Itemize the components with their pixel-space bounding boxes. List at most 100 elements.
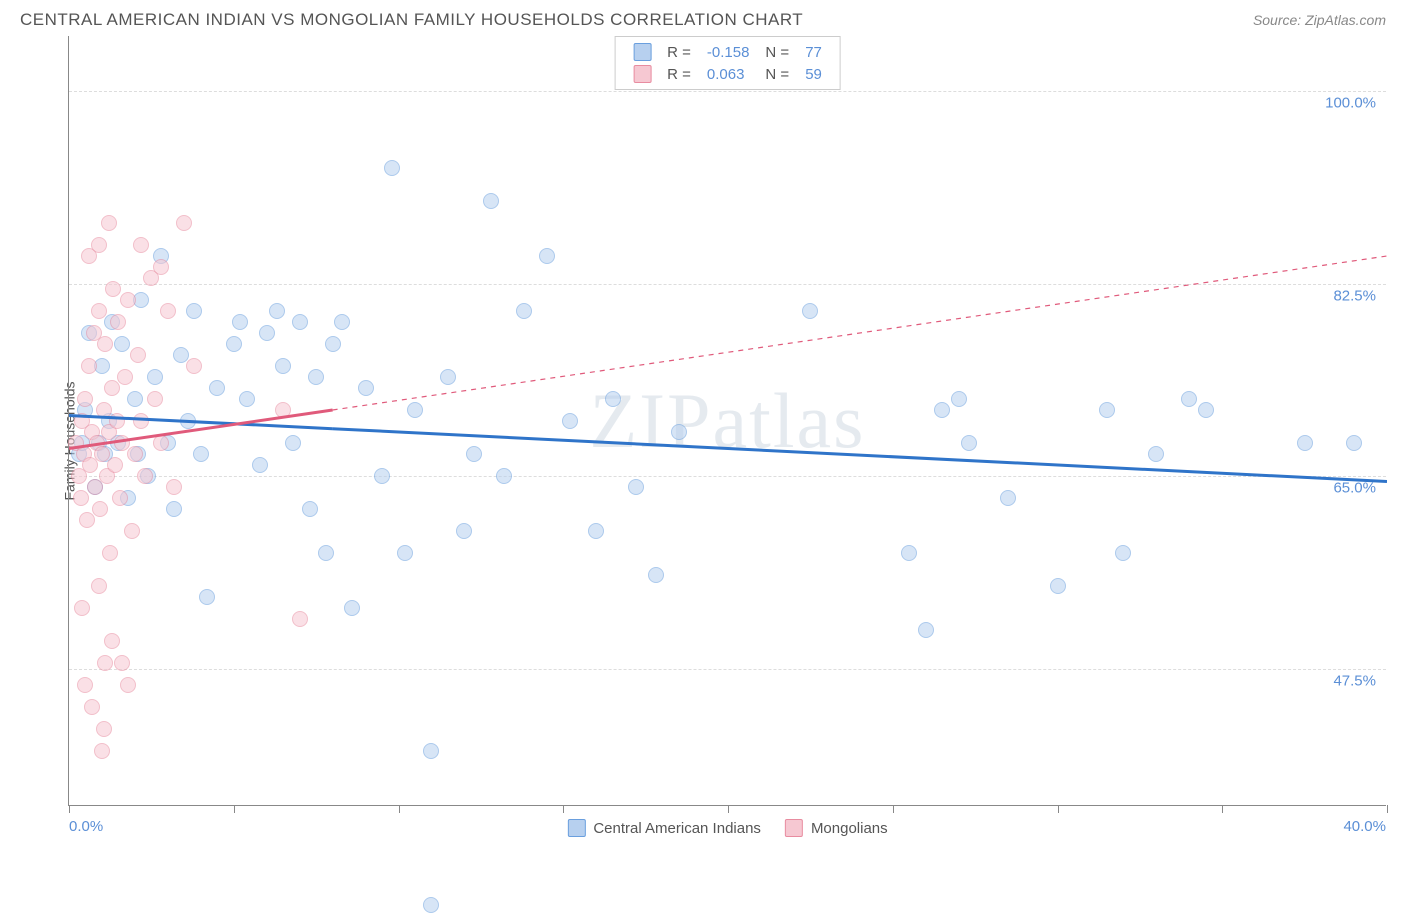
scatter-point-mon — [91, 237, 107, 253]
scatter-point-mon — [120, 292, 136, 308]
scatter-point-mon — [153, 435, 169, 451]
scatter-point-mon — [160, 303, 176, 319]
trend-lines — [69, 36, 1387, 806]
gridline — [69, 476, 1386, 477]
scatter-point-cai — [423, 743, 439, 759]
watermark: ZIPatlas — [590, 376, 866, 466]
scatter-point-cai — [901, 545, 917, 561]
scatter-point-mon — [112, 490, 128, 506]
scatter-point-cai — [226, 336, 242, 352]
chart-title: CENTRAL AMERICAN INDIAN VS MONGOLIAN FAM… — [20, 10, 803, 30]
scatter-point-cai — [285, 435, 301, 451]
gridline — [69, 91, 1386, 92]
scatter-point-cai — [318, 545, 334, 561]
scatter-point-cai — [1181, 391, 1197, 407]
scatter-point-mon — [114, 655, 130, 671]
scatter-point-cai — [1198, 402, 1214, 418]
scatter-point-mon — [92, 501, 108, 517]
scatter-point-mon — [166, 479, 182, 495]
scatter-point-mon — [94, 743, 110, 759]
x-tick — [728, 805, 729, 813]
scatter-point-cai — [628, 479, 644, 495]
scatter-point-cai — [358, 380, 374, 396]
scatter-point-mon — [91, 578, 107, 594]
scatter-point-mon — [77, 391, 93, 407]
scatter-point-cai — [440, 369, 456, 385]
scatter-point-mon — [153, 259, 169, 275]
x-tick — [234, 805, 235, 813]
scatter-point-mon — [109, 413, 125, 429]
correlation-legend: R =-0.158N =77R =0.063N =59 — [614, 36, 841, 90]
x-tick — [893, 805, 894, 813]
scatter-point-cai — [397, 545, 413, 561]
scatter-point-mon — [120, 677, 136, 693]
scatter-point-cai — [199, 589, 215, 605]
scatter-point-cai — [1115, 545, 1131, 561]
scatter-point-cai — [1099, 402, 1115, 418]
scatter-point-mon — [130, 347, 146, 363]
x-tick — [1387, 805, 1388, 813]
scatter-point-cai — [802, 303, 818, 319]
y-tick-label: 47.5% — [1333, 672, 1376, 689]
x-axis-min-label: 0.0% — [69, 818, 103, 835]
scatter-point-cai — [407, 402, 423, 418]
scatter-point-mon — [186, 358, 202, 374]
source-attribution: Source: ZipAtlas.com — [1253, 12, 1386, 28]
series-legend: Central American Indians Mongolians — [567, 819, 887, 837]
plot-region: ZIPatlas R =-0.158N =77R =0.063N =59 Cen… — [68, 36, 1386, 806]
scatter-point-mon — [97, 336, 113, 352]
y-tick-label: 65.0% — [1333, 480, 1376, 497]
scatter-point-mon — [176, 215, 192, 231]
scatter-point-cai — [934, 402, 950, 418]
chart-header: CENTRAL AMERICAN INDIAN VS MONGOLIAN FAM… — [0, 0, 1406, 36]
scatter-point-cai — [951, 391, 967, 407]
scatter-point-mon — [110, 314, 126, 330]
scatter-point-cai — [186, 303, 202, 319]
legend-row-cai: R =-0.158N =77 — [625, 41, 830, 63]
scatter-point-cai — [384, 160, 400, 176]
scatter-point-cai — [1148, 446, 1164, 462]
scatter-point-mon — [79, 512, 95, 528]
scatter-point-mon — [137, 468, 153, 484]
scatter-point-cai — [239, 391, 255, 407]
scatter-point-cai — [147, 369, 163, 385]
scatter-point-cai — [275, 358, 291, 374]
scatter-point-cai — [252, 457, 268, 473]
legend-entry-cai: Central American Indians — [567, 819, 761, 837]
scatter-point-mon — [91, 303, 107, 319]
gridline — [69, 284, 1386, 285]
scatter-point-cai — [496, 468, 512, 484]
scatter-point-cai — [308, 369, 324, 385]
scatter-point-mon — [107, 457, 123, 473]
scatter-point-cai — [259, 325, 275, 341]
legend-entry-mon: Mongolians — [785, 819, 888, 837]
scatter-point-cai — [127, 391, 143, 407]
scatter-point-cai — [232, 314, 248, 330]
scatter-point-cai — [648, 567, 664, 583]
scatter-point-mon — [117, 369, 133, 385]
scatter-point-mon — [147, 391, 163, 407]
x-tick — [399, 805, 400, 813]
scatter-point-cai — [456, 523, 472, 539]
scatter-point-cai — [1050, 578, 1066, 594]
scatter-point-cai — [180, 413, 196, 429]
scatter-point-cai — [671, 424, 687, 440]
scatter-point-cai — [209, 380, 225, 396]
scatter-point-cai — [302, 501, 318, 517]
scatter-point-mon — [105, 281, 121, 297]
scatter-point-cai — [466, 446, 482, 462]
scatter-point-cai — [483, 193, 499, 209]
scatter-point-cai — [334, 314, 350, 330]
scatter-point-mon — [97, 655, 113, 671]
scatter-point-cai — [539, 248, 555, 264]
scatter-point-mon — [133, 413, 149, 429]
scatter-point-mon — [275, 402, 291, 418]
scatter-point-mon — [292, 611, 308, 627]
scatter-point-mon — [127, 446, 143, 462]
scatter-point-mon — [133, 237, 149, 253]
scatter-point-mon — [74, 600, 90, 616]
scatter-point-cai — [1346, 435, 1362, 451]
scatter-point-mon — [101, 215, 117, 231]
scatter-point-mon — [96, 721, 112, 737]
scatter-point-mon — [124, 523, 140, 539]
